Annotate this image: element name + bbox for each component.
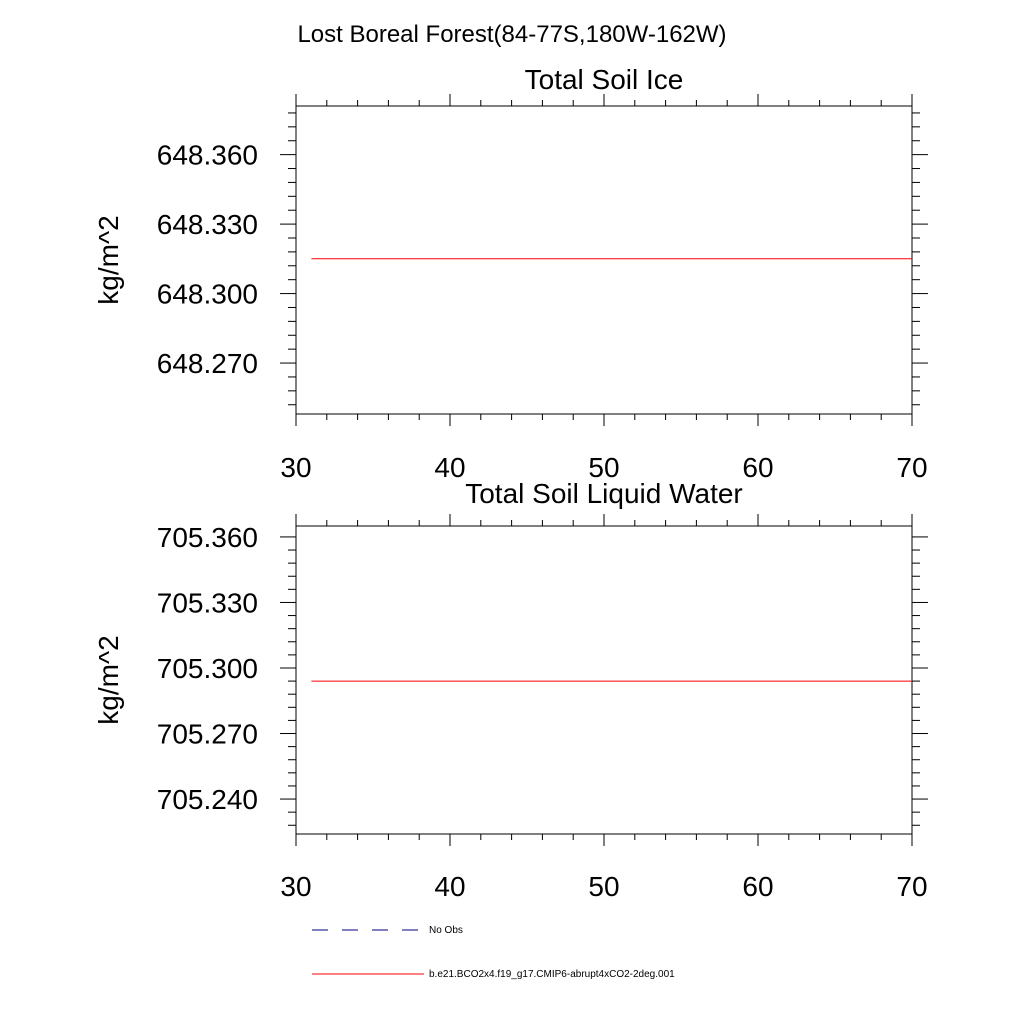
x-tick-label: 30 bbox=[280, 871, 311, 902]
y-tick-label: 648.360 bbox=[157, 140, 258, 171]
y-tick-label: 648.300 bbox=[157, 279, 258, 310]
panel-title: Total Soil Ice bbox=[525, 64, 684, 95]
y-tick-label: 705.330 bbox=[157, 587, 258, 618]
x-tick-label: 70 bbox=[896, 452, 927, 483]
legend: No Obs b.e21.BCO2x4.f19_g17.CMIP6-abrupt… bbox=[312, 925, 675, 980]
y-axis-label: kg/m^2 bbox=[93, 635, 124, 724]
y-tick-label: 648.330 bbox=[157, 209, 258, 240]
y-tick-label: 648.270 bbox=[157, 348, 258, 379]
x-tick-label: 50 bbox=[588, 452, 619, 483]
x-tick-label: 40 bbox=[434, 871, 465, 902]
y-tick-label: 705.360 bbox=[157, 522, 258, 553]
y-axis-label: kg/m^2 bbox=[93, 215, 124, 304]
legend-label-model: b.e21.BCO2x4.f19_g17.CMIP6-abrupt4xCO2-2… bbox=[429, 969, 675, 980]
x-tick-label: 60 bbox=[742, 452, 773, 483]
plot-frame bbox=[295, 525, 913, 835]
panel-total-soil-ice: Total Soil Ice kg/m^2 30 40 50 60 70 648.270 648… bbox=[93, 64, 928, 483]
y-tick-label: 705.270 bbox=[157, 719, 258, 750]
y-tick-label: 705.240 bbox=[157, 784, 258, 815]
x-tick-label: 40 bbox=[434, 452, 465, 483]
x-tick-label: 30 bbox=[280, 452, 311, 483]
y-tick-label: 705.300 bbox=[157, 653, 258, 684]
panel-total-soil-liquid-water: Total Soil Liquid Water kg/m^2 30 40 50 60 70 7… bbox=[93, 478, 928, 902]
plot-frame bbox=[295, 105, 913, 415]
x-tick-label: 60 bbox=[742, 871, 773, 902]
legend-label-no-obs: No Obs bbox=[429, 925, 463, 936]
x-tick-label: 50 bbox=[588, 871, 619, 902]
figure-title: Lost Boreal Forest(84-77S,180W-162W) bbox=[297, 21, 726, 48]
x-tick-label: 70 bbox=[896, 871, 927, 902]
panel-title: Total Soil Liquid Water bbox=[465, 478, 743, 509]
